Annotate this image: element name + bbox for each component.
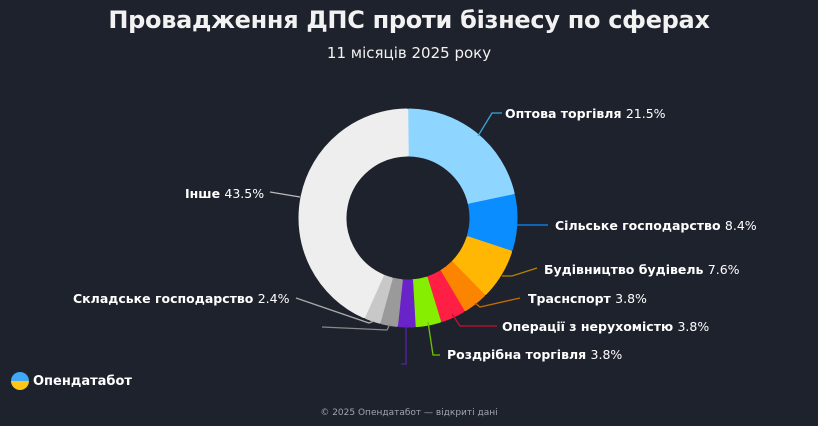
label-transport: Траснспорт 3.8%: [528, 291, 647, 306]
label-construction: Будівництво будівель 7.6%: [544, 262, 740, 277]
brand-name: Опендатабот: [33, 373, 132, 389]
label-storage: Складське господарство 2.4%: [73, 291, 290, 306]
leader-line-construction: [502, 267, 538, 277]
donut-slices: [298, 108, 518, 328]
leader-line-realestate: [451, 313, 497, 327]
leader-line-wholesale: [477, 112, 502, 137]
donut-slice: [298, 108, 409, 319]
leader-line-other: [269, 191, 301, 198]
donut-slice: [451, 236, 513, 295]
donut-slice: [364, 274, 393, 324]
opendatabot-logo-icon: [11, 372, 29, 390]
donut-slice: [397, 279, 416, 328]
donut-slice: [439, 261, 485, 312]
label-wholesale: Оптова торгівля 21.5%: [505, 106, 666, 121]
leader-lines: [269, 112, 548, 365]
donut-slice: [411, 276, 441, 328]
label-real-estate: Операції з нерухомістю 3.8%: [502, 319, 710, 334]
leader-line-transport: [474, 297, 521, 308]
brand-logo: Опендатабот: [11, 372, 132, 390]
leader-line-purple: [401, 325, 407, 365]
donut-slice: [426, 270, 465, 323]
label-retail: Роздрібна торгівля 3.8%: [447, 347, 623, 362]
chart-title: Провадження ДПС проти бізнесу по сферах: [108, 6, 710, 34]
footer-copyright: © 2025 Опендатабот — відкриті дані: [320, 408, 498, 418]
label-agriculture: Сільське господарство 8.4%: [555, 218, 757, 233]
donut-slice: [407, 108, 515, 206]
chart-subtitle: 11 місяців 2025 року: [326, 44, 492, 62]
label-other: Інше 43.5%: [185, 186, 265, 201]
donut-slice: [380, 277, 403, 327]
leader-line-retail: [427, 321, 440, 356]
leader-line-gray: [321, 323, 391, 331]
leader-line-storage: [295, 297, 375, 324]
donut-slice: [466, 194, 518, 251]
